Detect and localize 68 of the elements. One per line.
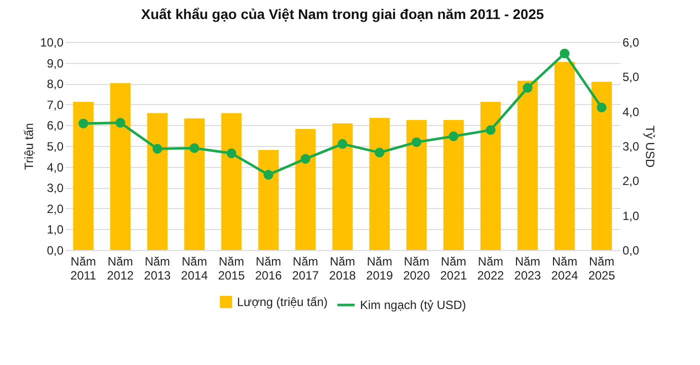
bar bbox=[332, 123, 353, 250]
point bbox=[596, 102, 607, 112]
legend-label: Kim ngạch (tỷ USD) bbox=[360, 298, 466, 312]
point bbox=[152, 144, 162, 154]
y-tick-label: 10,0 bbox=[40, 36, 64, 50]
x-tick-label: Năm 2023 bbox=[514, 254, 542, 282]
x-tick-label: Năm 2021 bbox=[440, 254, 468, 282]
y2-tick-label: 1,0 bbox=[622, 208, 640, 223]
point bbox=[226, 148, 236, 158]
point bbox=[374, 148, 384, 158]
x-tick-label: Năm 2024 bbox=[551, 254, 578, 282]
y-tick-label: 0,0 bbox=[46, 244, 64, 258]
bar bbox=[295, 128, 316, 250]
x-tick-label: Năm 2019 bbox=[366, 254, 394, 282]
y-tick-label: 1,0 bbox=[46, 222, 64, 237]
y-tick-label: 2,0 bbox=[46, 202, 64, 216]
x-tick-label: Năm 2018 bbox=[329, 254, 356, 282]
y2-tick-label: 0,0 bbox=[622, 244, 640, 258]
point bbox=[78, 118, 88, 128]
x-tick-label: Năm 2014 bbox=[181, 254, 208, 282]
y-tick-label: 4,0 bbox=[46, 160, 64, 174]
y2-tick-label: 3,0 bbox=[622, 140, 640, 154]
y-tick-label: 8,0 bbox=[46, 77, 64, 92]
legend-label: Lượng (triệu tấn) bbox=[237, 295, 328, 309]
bar bbox=[184, 118, 205, 250]
x-tick-label: Năm 2013 bbox=[144, 254, 172, 282]
bar bbox=[258, 150, 279, 250]
x-tick-label: Năm 2025 bbox=[588, 254, 616, 282]
bar bbox=[480, 102, 501, 250]
y-tick-label: 6,0 bbox=[46, 118, 64, 133]
x-tick-label: Năm 2015 bbox=[218, 254, 246, 282]
bar bbox=[591, 82, 612, 250]
x-tick-label: Năm 2012 bbox=[107, 254, 134, 282]
x-tick-label: Năm 2017 bbox=[292, 254, 320, 282]
x-tick-label: Năm 2011 bbox=[70, 254, 97, 282]
y-axis-title: Triệu tấn bbox=[22, 123, 36, 170]
chart-title: Xuất khẩu gạo của Việt Nam trong giai đoạn năm 2011 - 2025 bbox=[141, 6, 544, 22]
y2-tick-label: 6,0 bbox=[622, 36, 640, 50]
bar bbox=[517, 80, 538, 250]
y2-tick-label: 4,0 bbox=[622, 104, 640, 119]
bar bbox=[110, 83, 131, 250]
point bbox=[264, 170, 274, 180]
x-tick-label: Năm 2020 bbox=[403, 254, 430, 282]
y-tick-label: 7,0 bbox=[46, 98, 64, 112]
point bbox=[115, 118, 126, 128]
point bbox=[560, 48, 570, 58]
point bbox=[412, 137, 422, 148]
y-tick-label: 5,0 bbox=[46, 140, 64, 154]
point bbox=[338, 139, 348, 149]
bar bbox=[406, 120, 427, 250]
bar bbox=[554, 62, 575, 250]
y2-axis-title: Tỷ USD bbox=[643, 126, 658, 168]
bar bbox=[73, 102, 94, 250]
y2-tick-label: 5,0 bbox=[622, 70, 640, 84]
y-tick-label: 9,0 bbox=[46, 56, 64, 70]
x-tick-label: Năm 2022 bbox=[477, 254, 504, 282]
bar bbox=[369, 118, 390, 250]
y-tick-label: 3,0 bbox=[46, 181, 64, 196]
x-tick-label: Năm 2016 bbox=[255, 254, 282, 282]
bar bbox=[221, 113, 242, 250]
point bbox=[190, 143, 200, 153]
point bbox=[300, 154, 310, 164]
bar bbox=[147, 113, 168, 250]
point bbox=[448, 131, 458, 142]
point bbox=[486, 125, 496, 135]
point bbox=[522, 82, 532, 93]
bar bbox=[443, 120, 464, 250]
y2-tick-label: 2,0 bbox=[622, 174, 640, 188]
